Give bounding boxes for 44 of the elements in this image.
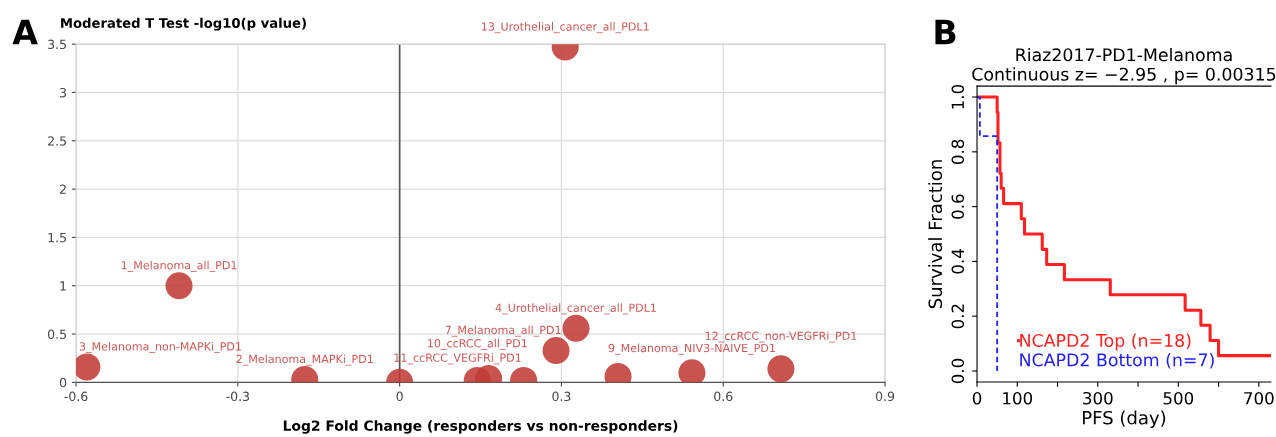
x-tick-label: 500 [1163, 391, 1194, 405]
series-label: NCAPD2 Bottom (n=7) [1020, 353, 1214, 369]
text: A [12, 19, 38, 45]
y-tick-label: 0.2 [951, 304, 965, 329]
y-axis-title: Moderated T Test -log10(p value) [61, 17, 306, 31]
y-tick-label: 2 [59, 184, 66, 194]
annotation: 13_Urothelial_cancer_all_PDL1 [481, 22, 649, 34]
x-tick-label: 0.3 [552, 391, 571, 402]
x-tick-label: 0 [396, 391, 403, 402]
y-tick-label: 0 [59, 377, 67, 388]
y-tick-label: 1.0 [951, 84, 965, 109]
x-tick-label: 0 [972, 391, 982, 405]
chart-title: Riaz2017-PD1-Melanoma [1016, 47, 1232, 62]
annotation: 1_Melanoma_all_PD1 [121, 260, 237, 272]
y-tick-label: 2.5 [48, 136, 66, 146]
y-tick-label: 0.6 [951, 194, 965, 219]
y-axis-title: Survival Fraction [928, 160, 943, 309]
y-tick-label: 1.5 [48, 233, 66, 243]
x-tick-label: 300 [1083, 391, 1113, 405]
x-axis-title: Log2 Fold Change (responders vs non-responders) [283, 420, 678, 434]
x-tick-label: -0.3 [226, 391, 250, 402]
x-tick-label: 700 [1244, 391, 1274, 405]
annotation: 10_ccRCC_all_PD1 [428, 338, 527, 350]
x-axis-title: PFS (day) [1083, 410, 1166, 429]
annotation: 3_Melanoma_non-MAPKi_PD1 [79, 341, 241, 354]
y-tick-label: 0.5 [47, 329, 66, 339]
x-tick-label: 100 [1003, 391, 1033, 405]
annotation: 2_Melanoma_MAPKi_PD1 [236, 354, 373, 366]
annotation: 7_Melanoma_all_PD1 [445, 325, 561, 337]
y-tick-label: 0.8 [951, 139, 965, 164]
y-tick-label: 1 [60, 281, 66, 291]
y-tick-label: 0.4 [951, 249, 965, 274]
y-tick-label: 3 [60, 87, 67, 98]
annotation: 9_Melanoma_NIV3-NAIVE_PD1 [608, 343, 775, 355]
chart-subtitle: Continuous z= −2.95 , p= 0.00315 [972, 67, 1276, 85]
y-tick-label: 0.0 [951, 358, 965, 384]
y-tick-label: 3.5 [48, 39, 66, 50]
x-tick-label: 0.6 [714, 391, 733, 402]
text: B [935, 19, 956, 45]
x-tick-label: 0.9 [875, 391, 895, 402]
annotation: 4_Urothelial_cancer_all_PDL1 [495, 303, 656, 315]
legend-label: NCAPD2 Top (n=18) [1020, 333, 1191, 351]
x-tick-label: -0.6 [64, 391, 88, 402]
annotation: 12_ccRCC_non-VEGFRi_PD1 [705, 331, 857, 343]
